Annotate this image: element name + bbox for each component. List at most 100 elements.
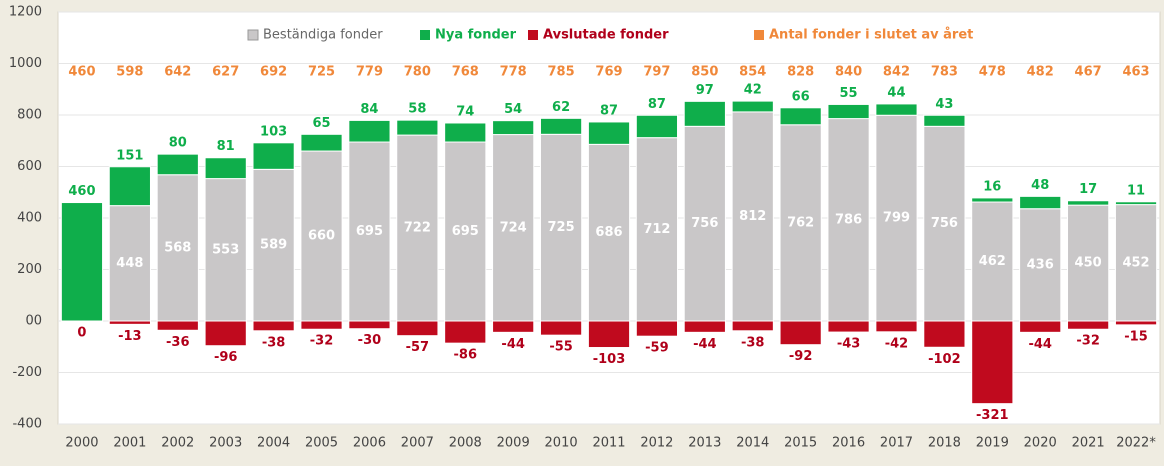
data-label: -103 bbox=[593, 352, 626, 367]
bar-segment bbox=[204, 157, 247, 180]
data-label: 724 bbox=[500, 220, 527, 235]
bar-segment bbox=[156, 320, 199, 331]
data-label: 725 bbox=[548, 220, 575, 235]
bar-segment bbox=[396, 119, 439, 136]
bar-segment bbox=[1019, 195, 1062, 210]
bar-segment bbox=[492, 134, 535, 322]
y-tick-label: 800 bbox=[17, 108, 42, 123]
x-tick-label: 2016 bbox=[832, 436, 865, 451]
bar-segment bbox=[683, 125, 726, 322]
x-tick-label: 2004 bbox=[257, 436, 290, 451]
bar-segment bbox=[827, 320, 870, 333]
data-label: 783 bbox=[931, 65, 958, 80]
data-label: -59 bbox=[645, 341, 669, 356]
data-label: 436 bbox=[1027, 257, 1054, 272]
data-label: -15 bbox=[1124, 329, 1148, 344]
legend-swatch bbox=[528, 30, 538, 40]
data-label: 785 bbox=[548, 65, 575, 80]
bar-segment bbox=[923, 125, 966, 322]
bar-segment bbox=[1114, 201, 1158, 206]
data-label: -57 bbox=[406, 340, 430, 355]
bar-segment bbox=[779, 107, 822, 126]
x-tick-label: 2022* bbox=[1116, 436, 1156, 451]
data-label: 54 bbox=[504, 102, 522, 117]
data-label: -38 bbox=[741, 335, 765, 350]
x-tick-label: 2005 bbox=[305, 436, 338, 451]
bar-segment bbox=[348, 119, 391, 143]
bar-segment bbox=[1114, 320, 1158, 326]
data-label: -32 bbox=[310, 334, 334, 349]
data-label: 568 bbox=[164, 240, 191, 255]
bar-segment bbox=[252, 320, 295, 332]
bar-segment bbox=[731, 320, 774, 332]
legend-swatch bbox=[420, 30, 430, 40]
x-tick-label: 2003 bbox=[209, 436, 242, 451]
data-label: 44 bbox=[887, 85, 905, 100]
data-label: -30 bbox=[358, 333, 382, 348]
bar-segment bbox=[1114, 204, 1158, 322]
data-label: -13 bbox=[118, 329, 142, 344]
bar-segment bbox=[1067, 320, 1110, 330]
y-tick-label: 1200 bbox=[9, 5, 42, 20]
data-label: 812 bbox=[739, 209, 766, 224]
data-label: 769 bbox=[595, 65, 622, 80]
data-label: 58 bbox=[408, 102, 426, 117]
x-tick-label: 2014 bbox=[736, 436, 769, 451]
data-label: -36 bbox=[166, 335, 190, 350]
bar-segment bbox=[444, 141, 487, 322]
data-label: 842 bbox=[883, 65, 910, 80]
bar-segment bbox=[300, 320, 343, 330]
data-label: -102 bbox=[928, 352, 961, 367]
bar-segment bbox=[827, 103, 870, 120]
data-label: -55 bbox=[549, 340, 573, 355]
x-tick-label: 2021 bbox=[1072, 436, 1105, 451]
data-label: 627 bbox=[212, 65, 239, 80]
x-tick-label: 2017 bbox=[880, 436, 913, 451]
data-label: 779 bbox=[356, 65, 383, 80]
bar-segment bbox=[1019, 208, 1062, 322]
data-label: 460 bbox=[68, 184, 95, 199]
data-label: 695 bbox=[356, 224, 383, 239]
data-label: 482 bbox=[1027, 65, 1054, 80]
bar-segment bbox=[1067, 200, 1110, 206]
x-tick-label: 2007 bbox=[401, 436, 434, 451]
data-label: 756 bbox=[931, 216, 958, 231]
data-label: 66 bbox=[792, 89, 810, 104]
data-label: 756 bbox=[691, 216, 718, 231]
data-label: 452 bbox=[1122, 255, 1149, 270]
bar-segment bbox=[156, 153, 199, 176]
bar-segment bbox=[875, 320, 918, 333]
data-label: 87 bbox=[600, 103, 618, 118]
data-label: 722 bbox=[404, 221, 431, 236]
data-label: 797 bbox=[643, 65, 670, 80]
data-label: 768 bbox=[452, 65, 479, 80]
bar-segment bbox=[971, 320, 1014, 405]
bar-segment bbox=[683, 100, 726, 127]
data-label: 80 bbox=[169, 136, 187, 151]
data-label: 62 bbox=[552, 100, 570, 115]
data-label: 81 bbox=[217, 139, 235, 154]
data-label: 463 bbox=[1122, 65, 1149, 80]
legend-label: Avslutade fonder bbox=[543, 28, 669, 43]
bar-segment bbox=[539, 320, 583, 336]
legend-label: Beständiga fonder bbox=[263, 28, 383, 43]
bar-segment bbox=[731, 111, 774, 322]
bar-segment bbox=[635, 114, 679, 139]
data-label: -92 bbox=[789, 349, 813, 364]
data-label: 65 bbox=[312, 116, 330, 131]
bar-segment bbox=[539, 117, 583, 135]
data-label: 42 bbox=[744, 83, 762, 98]
bar-segment bbox=[779, 320, 822, 346]
data-label: -96 bbox=[214, 350, 238, 365]
bar-segment bbox=[587, 143, 631, 322]
bar-segment bbox=[396, 134, 439, 322]
data-label: 762 bbox=[787, 215, 814, 230]
bar-segment bbox=[444, 320, 487, 344]
x-tick-label: 2015 bbox=[784, 436, 817, 451]
data-label: 695 bbox=[452, 224, 479, 239]
data-label: 151 bbox=[116, 148, 143, 163]
data-label: 478 bbox=[979, 65, 1006, 80]
y-tick-label: 200 bbox=[17, 262, 42, 277]
bar-segment bbox=[683, 320, 726, 333]
data-label: 598 bbox=[116, 65, 143, 80]
